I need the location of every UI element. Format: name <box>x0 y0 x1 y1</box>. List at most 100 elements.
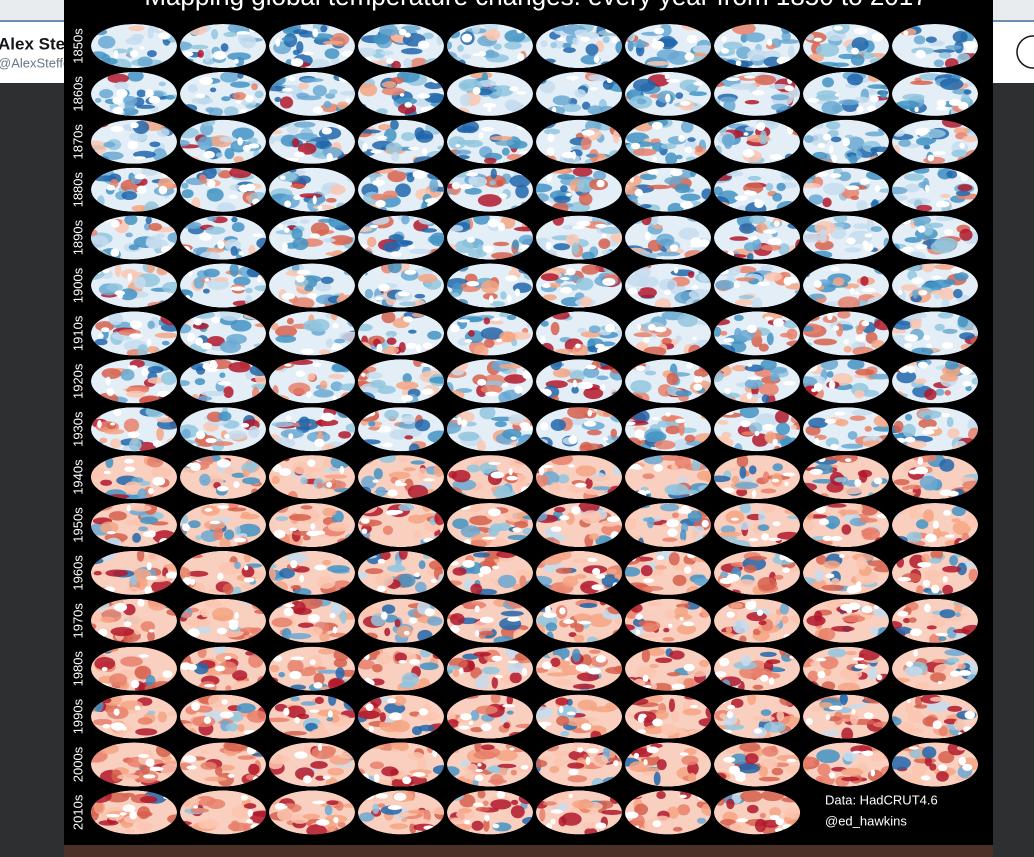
map-patch <box>900 284 918 291</box>
map-patch <box>687 137 696 142</box>
map-patch <box>860 276 869 286</box>
map <box>625 407 711 452</box>
map-land <box>423 478 436 482</box>
map-land <box>243 565 249 571</box>
map-patch <box>946 417 954 428</box>
map-land <box>668 623 673 628</box>
user-name[interactable]: Alex Ste <box>0 34 65 53</box>
map-land <box>839 554 845 559</box>
map-patch <box>193 662 209 675</box>
map-patch <box>330 602 343 617</box>
map-patch <box>375 572 394 587</box>
map-patch <box>915 137 933 146</box>
map-land <box>822 133 831 141</box>
map-patch <box>946 626 957 639</box>
map-land <box>400 394 414 402</box>
map-land <box>950 670 961 677</box>
map-patch <box>322 559 332 566</box>
map-patch <box>856 556 868 570</box>
map-patch <box>136 550 145 562</box>
map-land <box>647 168 659 175</box>
map-patch <box>401 415 416 425</box>
map-land <box>381 611 388 621</box>
map-land <box>686 362 693 369</box>
map-land <box>216 459 231 468</box>
map-land <box>514 288 521 297</box>
map-patch <box>660 455 685 461</box>
map-patch <box>367 236 377 248</box>
map-land <box>782 472 796 477</box>
map-land <box>479 616 494 624</box>
map-land <box>369 224 379 229</box>
map-patch <box>284 731 307 736</box>
map-base <box>91 24 177 68</box>
map-land <box>103 470 111 475</box>
map-land <box>544 605 551 614</box>
map-patch <box>464 139 483 148</box>
map-patch <box>490 135 513 141</box>
map-land <box>101 327 110 333</box>
map-patch <box>822 77 834 88</box>
map-patch <box>841 187 860 199</box>
map-patch <box>305 464 312 478</box>
map-land <box>451 181 461 190</box>
map-patch <box>719 713 727 719</box>
map-patch <box>926 625 937 630</box>
map-patch <box>608 83 622 92</box>
map-land <box>541 661 552 670</box>
map-patch <box>734 298 754 306</box>
map-patch <box>930 240 955 254</box>
map-patch <box>576 672 600 682</box>
map-land <box>854 663 868 669</box>
map-patch <box>660 143 677 150</box>
map-patch <box>397 457 408 462</box>
map-patch <box>232 92 247 101</box>
map-patch <box>916 585 924 595</box>
map-land <box>941 412 951 418</box>
map-patch <box>422 32 434 40</box>
map-patch <box>902 423 916 438</box>
map-land <box>129 49 139 58</box>
map-patch <box>663 627 670 633</box>
map-land <box>299 574 304 583</box>
map-patch <box>302 535 311 541</box>
map-patch <box>856 503 863 514</box>
map-patch <box>830 625 855 632</box>
map-land <box>595 343 605 349</box>
map-patch <box>324 48 340 59</box>
map-patch <box>318 721 325 733</box>
map-land <box>817 671 826 679</box>
map-land <box>377 558 386 564</box>
map-patch <box>322 507 337 517</box>
map-patch <box>922 223 934 236</box>
map-patch <box>962 135 978 143</box>
map-patch <box>188 617 211 628</box>
map-patch <box>123 481 143 495</box>
map-land <box>326 481 333 488</box>
follow-button[interactable] <box>1016 35 1034 69</box>
map-patch <box>968 516 977 526</box>
user-handle[interactable]: @AlexSteffe <box>0 55 70 70</box>
map-patch <box>329 89 338 95</box>
map-patch <box>653 440 676 450</box>
map-patch <box>933 49 956 54</box>
map-patch <box>145 235 162 248</box>
map-land <box>635 365 646 372</box>
map-land <box>689 704 698 709</box>
map-land <box>393 510 404 514</box>
map-land <box>134 705 141 711</box>
map-land <box>520 424 533 432</box>
map-patch <box>488 526 499 537</box>
map-patch <box>761 394 770 403</box>
map-patch <box>387 170 407 183</box>
map-patch <box>470 727 484 733</box>
map-patch <box>91 140 107 155</box>
map-land <box>422 342 433 350</box>
map-land <box>678 135 686 142</box>
map-patch <box>908 251 927 260</box>
map-patch <box>689 91 707 97</box>
map-patch <box>743 564 757 573</box>
map-patch <box>297 95 322 101</box>
map-patch <box>189 44 209 50</box>
